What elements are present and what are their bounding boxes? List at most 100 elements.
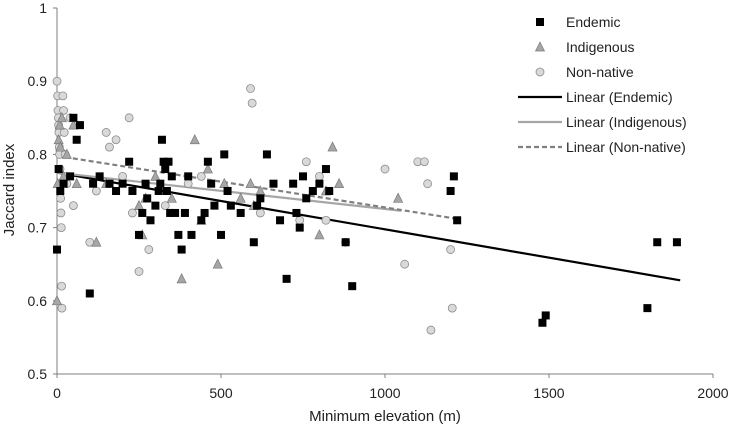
point-endemic <box>187 230 196 239</box>
point-non-native <box>105 142 114 152</box>
point-indigenous <box>56 112 67 123</box>
point-indigenous <box>189 133 200 145</box>
legend-label: Endemic <box>566 14 620 30</box>
point-endemic <box>118 179 127 188</box>
point-non-native <box>400 259 410 269</box>
point-endemic <box>59 179 68 188</box>
point-endemic <box>325 187 334 195</box>
point-endemic <box>72 135 81 144</box>
point-indigenous <box>150 170 161 181</box>
point-indigenous <box>176 273 187 284</box>
point-non-native <box>160 201 170 211</box>
point-endemic <box>348 282 357 291</box>
point-endemic <box>167 172 176 181</box>
point-endemic <box>449 172 458 181</box>
point-indigenous <box>393 192 404 203</box>
point-non-native <box>134 267 144 276</box>
data-points <box>51 76 681 335</box>
point-indigenous <box>68 119 79 130</box>
point-endemic <box>672 238 681 247</box>
point-indigenous <box>54 119 65 130</box>
point-endemic <box>308 187 317 195</box>
point-non-native <box>56 223 66 233</box>
point-endemic <box>282 274 291 283</box>
point-non-native <box>321 215 331 225</box>
point-indigenous <box>202 163 213 174</box>
y-tick-label: 0.8 <box>28 146 48 162</box>
point-endemic <box>207 179 216 188</box>
point-indigenous <box>61 148 72 159</box>
point-endemic <box>269 179 278 188</box>
point-non-native <box>380 164 390 174</box>
point-non-native <box>69 201 78 211</box>
point-non-native <box>58 91 68 101</box>
point-endemic <box>643 304 652 313</box>
y-tick-label: 1 <box>39 0 47 16</box>
legend-marker-indigenous <box>534 41 546 52</box>
point-endemic <box>135 230 143 239</box>
point-endemic <box>164 157 173 166</box>
axes: 0.5 0.6 0.7 0.8 0.9 1 0 500 1000 1500 2000 <box>28 0 729 401</box>
point-non-native <box>56 193 66 203</box>
point-endemic <box>446 187 455 195</box>
point-endemic <box>541 311 550 320</box>
point-endemic <box>453 216 462 225</box>
point-endemic <box>302 194 311 203</box>
point-non-native <box>101 128 111 137</box>
legend-label: Linear (Indigenous) <box>566 114 687 130</box>
point-non-native <box>447 303 457 313</box>
point-endemic <box>289 179 298 188</box>
y-tick-label: 0.9 <box>28 73 48 89</box>
point-non-native <box>419 157 429 167</box>
point-non-native <box>247 98 257 108</box>
point-endemic <box>141 179 150 188</box>
point-endemic <box>69 113 78 122</box>
point-endemic <box>295 223 304 232</box>
legend-label: Linear (Non-native) <box>566 139 686 155</box>
point-endemic <box>143 194 152 203</box>
point-endemic <box>292 208 301 217</box>
y-tick-label: 0.5 <box>28 366 48 382</box>
point-non-native <box>423 179 433 189</box>
point-non-native <box>57 303 67 313</box>
trendline-linear-endemic <box>56 171 681 282</box>
point-non-native <box>246 84 255 93</box>
y-axis-title: Jaccard index <box>1 143 18 236</box>
point-indigenous <box>71 177 82 189</box>
point-non-native <box>446 245 456 254</box>
point-endemic <box>538 318 547 327</box>
legend-label: Indigenous <box>566 39 635 55</box>
point-endemic <box>184 172 193 181</box>
point-endemic <box>112 187 121 195</box>
point-endemic <box>159 157 168 166</box>
point-indigenous <box>314 229 325 240</box>
point-non-native <box>144 245 154 254</box>
point-endemic <box>128 187 137 195</box>
point-endemic <box>249 238 258 247</box>
point-non-native <box>426 325 436 335</box>
point-endemic <box>156 179 165 188</box>
point-non-native <box>56 208 66 218</box>
point-non-native <box>314 171 324 181</box>
point-indigenous <box>53 133 64 145</box>
legend-label: Linear (Endemic) <box>566 89 673 105</box>
point-non-native <box>124 113 134 123</box>
point-non-native <box>59 128 69 137</box>
point-indigenous <box>91 236 102 247</box>
point-endemic <box>162 187 171 195</box>
point-endemic <box>236 208 245 217</box>
legend-label: Non-native <box>566 64 634 80</box>
point-indigenous <box>334 177 345 189</box>
point-non-native <box>57 281 66 291</box>
point-endemic <box>146 216 155 225</box>
point-endemic <box>220 150 229 159</box>
point-indigenous <box>212 258 223 269</box>
point-endemic <box>105 179 114 188</box>
point-non-native <box>118 171 127 181</box>
point-endemic <box>180 208 189 217</box>
point-non-native <box>255 208 265 218</box>
point-endemic <box>154 187 163 195</box>
point-non-native <box>91 186 101 196</box>
y-tick-label: 0.6 <box>28 293 48 309</box>
